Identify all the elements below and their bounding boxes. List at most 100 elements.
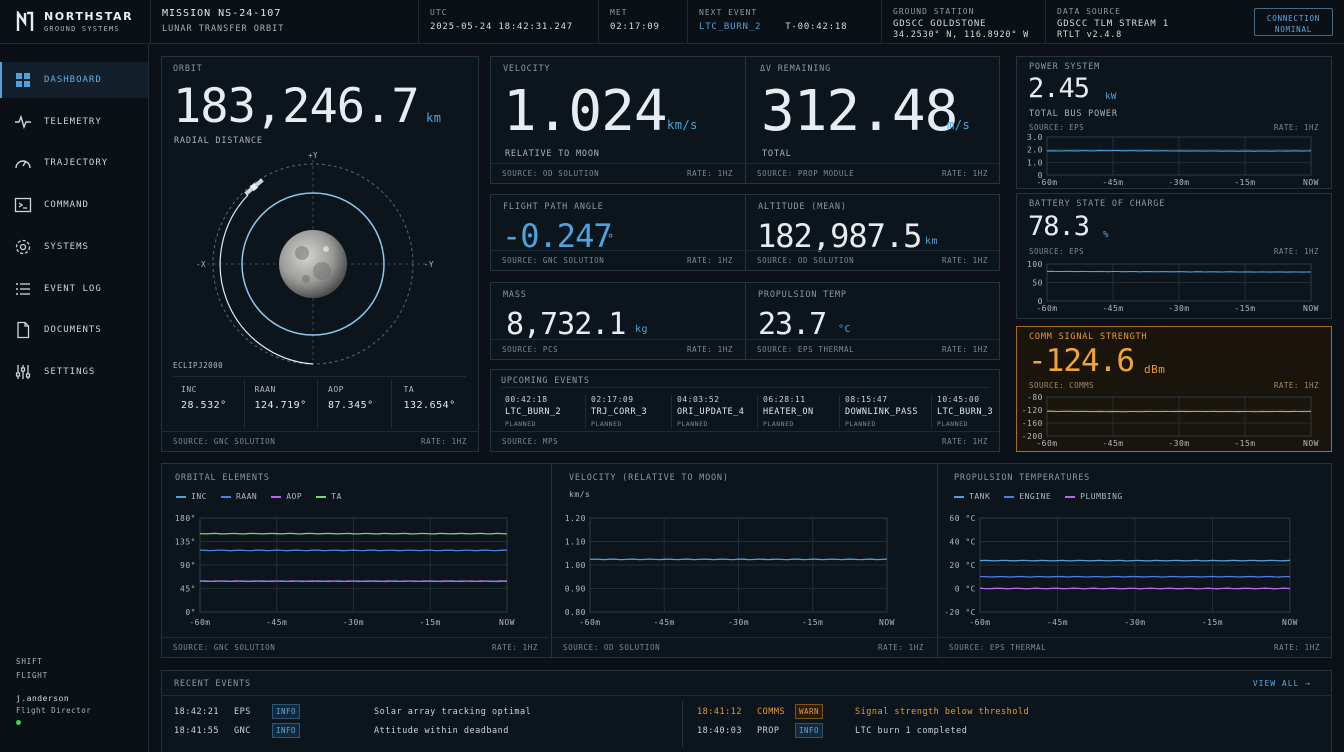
legend-item[interactable]: INC: [176, 492, 207, 501]
series-line: [589, 558, 888, 561]
divider: [585, 395, 586, 429]
event-status: PLANNED: [505, 420, 536, 428]
event-time: 08:15:47: [845, 395, 888, 404]
event-level-badge: INFO: [272, 704, 300, 719]
recent-event-row[interactable]: 18:42:21 EPS INFO Solar array tracking opti…: [174, 704, 531, 719]
comm-rate: RATE: 1HZ: [1273, 381, 1319, 390]
source-text: SOURCE: MPS: [502, 437, 559, 446]
orbit-unit: km: [426, 111, 442, 125]
nav-label: SYSTEMS: [44, 242, 89, 252]
legend-item[interactable]: RAAN: [220, 492, 257, 501]
legend-item[interactable]: ENGINE: [1004, 492, 1051, 501]
legend-item[interactable]: AOP: [271, 492, 302, 501]
view-all-link[interactable]: VIEW ALL →: [1252, 679, 1311, 688]
upcoming-footer: SOURCE: MPS RATE: 1HZ: [491, 431, 999, 451]
connection-status-button[interactable]: CONNECTION NOMINAL: [1254, 8, 1333, 36]
upcoming-event-item[interactable]: 04:03:52 ORI_UPDATE_4 PLANNED: [671, 395, 761, 431]
x-tick-label: -30m: [1168, 304, 1189, 313]
y-tick-label: 0: [1038, 297, 1043, 306]
spacecraft-icon: [244, 178, 264, 196]
comm-value: -124.6: [1028, 343, 1135, 379]
event-time: 00:42:18: [505, 395, 548, 404]
source-text: SOURCE: EPS THERMAL: [757, 345, 855, 354]
x-tick-label: -60m: [579, 618, 600, 627]
legend-label: AOP: [286, 492, 303, 501]
event-level-badge: INFO: [795, 723, 823, 738]
battery-source: SOURCE: EPS: [1029, 247, 1085, 256]
y-tick-label: 2.0: [1027, 146, 1043, 155]
dv-unit: m/s: [947, 118, 971, 132]
nav-label: DASHBOARD: [44, 75, 102, 85]
x-tick-label: NOW: [1303, 178, 1319, 187]
orbital-chart-title: ORBITAL ELEMENTS: [175, 473, 270, 483]
nav-command[interactable]: COMMAND: [0, 187, 148, 223]
x-tick-label: -30m: [1168, 439, 1189, 448]
upcoming-event-item[interactable]: 02:17:09 TRJ_CORR_3 PLANNED: [585, 395, 675, 431]
series-line: [199, 549, 507, 552]
list-icon: [16, 283, 30, 295]
mass-footer: SOURCE: PCS RATE: 1HZ: [491, 339, 744, 359]
upcoming-event-item[interactable]: 10:45:00 LTC_BURN_3 PLANNED: [931, 395, 1021, 431]
legend-item[interactable]: PLUMBING: [1065, 492, 1123, 501]
nav-trajectory[interactable]: TRAJECTORY: [0, 145, 148, 181]
upcoming-event-item[interactable]: 08:15:47 DOWNLINK_PASS PLANNED: [839, 395, 929, 431]
dv-value: 312.48: [761, 79, 958, 144]
legend-swatch: [1004, 495, 1015, 498]
recent-events-panel: RECENT EVENTS VIEW ALL → 18:42:21 EPS INFO…: [161, 670, 1332, 752]
plot-frame: [1046, 263, 1312, 302]
source-text: SOURCE: OD SOLUTION: [502, 169, 600, 178]
legend-swatch: [1065, 495, 1076, 498]
nav-event-log[interactable]: EVENT LOG: [0, 271, 148, 307]
next-event-name[interactable]: LTC_BURN_2: [699, 22, 762, 32]
element-label: AOP: [328, 385, 344, 394]
next-event-countdown: T-00:42:18: [785, 22, 848, 32]
x-tick-label: -15m: [1234, 178, 1255, 187]
fpa-value: -0.247: [502, 217, 613, 255]
orbit-diagram: [207, 160, 432, 365]
legend-label: PLUMBING: [1080, 492, 1123, 501]
event-level-badge: INFO: [272, 723, 300, 738]
brand-name: NORTHSTAR: [44, 10, 134, 23]
pulse-icon: [15, 114, 31, 130]
met-label: MET: [610, 8, 628, 17]
recent-event-row[interactable]: 18:40:03 PROP INFO LTC burn 1 completed: [697, 723, 967, 738]
ptemp-value: 23.7: [758, 307, 827, 342]
rate-text: RATE: 1HZ: [941, 437, 988, 446]
legend-item[interactable]: TA: [316, 492, 342, 501]
upcoming-event-item[interactable]: 00:42:18 LTC_BURN_2 PLANNED: [505, 395, 589, 431]
utc-label: UTC: [430, 8, 448, 17]
rate-text: RATE: 1HZ: [1273, 643, 1320, 652]
comm-signal-panel: COMM SIGNAL STRENGTH -124.6 dBm SOURCE: …: [1016, 326, 1332, 452]
mission-title: MISSION NS-24-107: [162, 8, 282, 19]
recent-event-row[interactable]: 18:41:12 COMMS WARN Signal strength below t…: [697, 704, 1029, 719]
velocity-dv-panel: VELOCITY 1.024 km/s RELATIVE TO MOON SOU…: [490, 56, 1000, 184]
y-tick-label: 1.00: [565, 561, 586, 570]
event-name: HEATER_ON: [763, 407, 814, 417]
nav-systems[interactable]: SYSTEMS: [0, 229, 148, 265]
shift-value: FLIGHT: [16, 671, 48, 680]
y-tick-label: 1.20: [565, 514, 586, 523]
rate-text: RATE: 1HZ: [877, 643, 924, 652]
mass-temp-panel: MASS 8,732.1 kg SOURCE: PCS RATE: 1HZ PRO…: [490, 282, 1000, 360]
x-tick-label: -45m: [266, 618, 287, 627]
element-ta: TA 132.654°: [392, 379, 467, 429]
user-name[interactable]: j.anderson: [16, 694, 70, 703]
series-line: [1046, 150, 1312, 152]
nav-settings[interactable]: SETTINGS: [0, 354, 148, 390]
legend-item[interactable]: TANK: [954, 492, 990, 501]
x-tick-label: -30m: [1124, 618, 1145, 627]
recent-event-row[interactable]: 18:41:55 GNC INFO Attitude within deadband: [174, 723, 509, 738]
upcoming-event-item[interactable]: 06:28:11 HEATER_ON PLANNED: [757, 395, 847, 431]
series-line: [1046, 270, 1312, 273]
nav-documents[interactable]: DOCUMENTS: [0, 312, 148, 348]
top-bar: NORTHSTAR GROUND SYSTEMS MISSION NS-24-1…: [0, 0, 1344, 44]
altitude-value: 182,987.5: [757, 217, 922, 255]
series-line: [979, 587, 1291, 590]
x-tick-label: -45m: [1102, 304, 1123, 313]
event-system: COMMS: [757, 706, 786, 717]
nav-dashboard[interactable]: DASHBOARD: [0, 62, 148, 98]
divider: [551, 464, 552, 658]
nav-telemetry[interactable]: TELEMETRY: [0, 104, 148, 140]
divider: [173, 376, 466, 377]
event-system: EPS: [234, 706, 251, 717]
